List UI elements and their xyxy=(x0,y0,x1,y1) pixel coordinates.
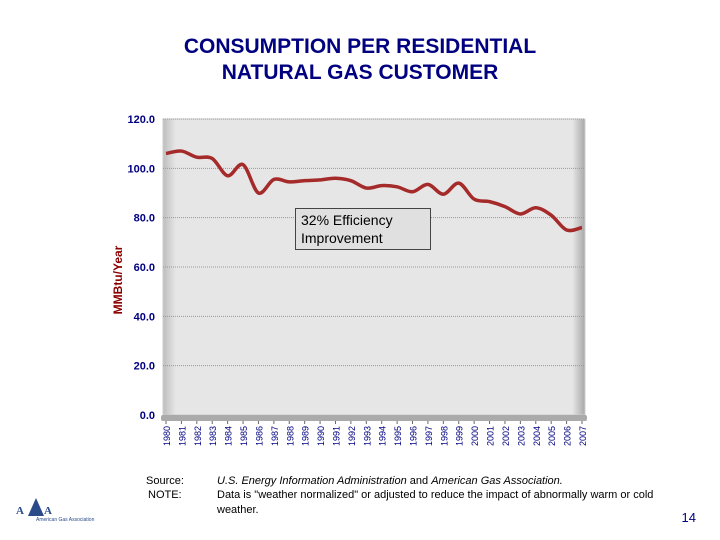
annotation-line-1: 32% Efficiency xyxy=(301,212,393,228)
x-tick-label: 1994 xyxy=(378,426,388,446)
aga-logo: A A American Gas Association xyxy=(16,498,95,522)
x-tick-label: 1992 xyxy=(347,426,357,446)
x-tick-label: 1982 xyxy=(193,426,203,446)
source-aga: American Gas Association. xyxy=(431,475,563,487)
y-tick-label: 40.0 xyxy=(134,311,155,323)
y-tick-label: 20.0 xyxy=(134,361,155,373)
x-tick-label: 1991 xyxy=(331,426,341,446)
title-line-2: NATURAL GAS CUSTOMER xyxy=(221,61,499,84)
slide-title: CONSUMPTION PER RESIDENTIAL NATURAL GAS … xyxy=(0,34,720,86)
x-tick-label: 1990 xyxy=(316,426,326,446)
x-tick-label: 1989 xyxy=(301,426,311,446)
source-text: U.S. Energy Information Administration a… xyxy=(217,474,687,489)
x-tick-label: 2004 xyxy=(532,426,542,446)
y-tick-label: 60.0 xyxy=(134,262,155,274)
x-tick-label: 1986 xyxy=(254,426,264,446)
x-tick-label: 1980 xyxy=(162,426,172,446)
x-tick-label: 1985 xyxy=(239,426,249,446)
x-tick-label: 2005 xyxy=(547,426,557,446)
x-tick-label: 1983 xyxy=(208,426,218,446)
y-tick-label: 100.0 xyxy=(127,163,155,175)
x-tick-label: 1998 xyxy=(439,426,449,446)
x-tick-label: 1996 xyxy=(409,426,419,446)
note-label: NOTE: xyxy=(148,489,182,501)
efficiency-annotation: 32% Efficiency Improvement xyxy=(295,208,431,250)
x-tick-label: 1987 xyxy=(270,426,280,446)
x-tick-label: 2007 xyxy=(578,426,588,446)
annotation-line-2: Improvement xyxy=(301,230,383,246)
x-tick-label: 1995 xyxy=(393,426,403,446)
x-tick-label: 2000 xyxy=(470,426,480,446)
page-number: 14 xyxy=(681,510,696,525)
x-tick-label: 1984 xyxy=(224,426,234,446)
svg-text:American Gas Association: American Gas Association xyxy=(36,517,95,522)
x-tick-label: 1988 xyxy=(285,426,295,446)
x-tick-label: 1993 xyxy=(362,426,372,446)
svg-text:A: A xyxy=(44,505,52,517)
source-and: and xyxy=(406,475,432,487)
y-tick-label: 0.0 xyxy=(140,410,155,422)
y-axis-label: MMBtu/Year xyxy=(111,245,125,314)
y-tick-label: 120.0 xyxy=(127,114,155,126)
x-tick-label: 1997 xyxy=(424,426,434,446)
x-tick-label: 2006 xyxy=(563,426,573,446)
x-tick-label: 1999 xyxy=(455,426,465,446)
source-label: Source: xyxy=(146,475,184,487)
x-tick-label: 2003 xyxy=(516,426,526,446)
svg-text:A: A xyxy=(16,505,24,517)
title-line-1: CONSUMPTION PER RESIDENTIAL xyxy=(183,35,537,58)
x-tick-label: 1981 xyxy=(177,426,187,446)
source-eia: U.S. Energy Information Administration xyxy=(217,475,407,487)
note-text: Data is "weather normalized" or adjusted… xyxy=(217,489,654,516)
x-tick-label: 2002 xyxy=(501,426,511,446)
plot-floor xyxy=(161,415,587,421)
y-tick-label: 80.0 xyxy=(134,213,155,225)
series-line xyxy=(165,149,583,233)
x-tick-label: 2001 xyxy=(486,426,496,446)
